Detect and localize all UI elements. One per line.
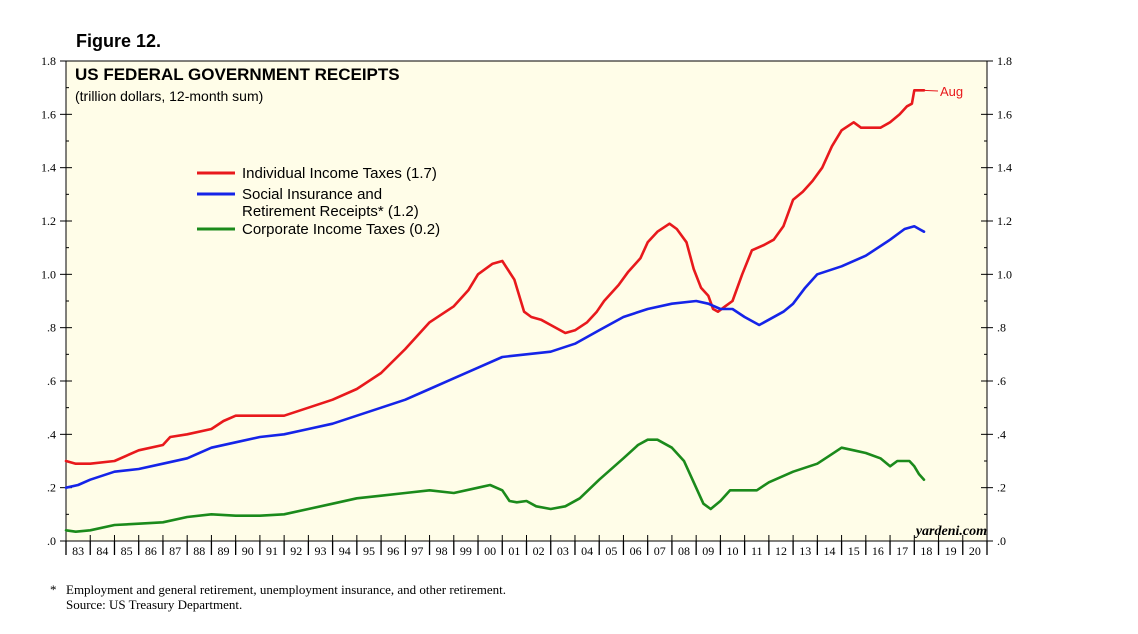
x-tick-label: 02: [533, 544, 545, 558]
y-tick-label-right: 1.4: [997, 161, 1012, 175]
y-tick-label-left: 1.2: [41, 214, 56, 228]
footnote-marker: *: [50, 582, 57, 597]
x-tick-label: 98: [436, 544, 448, 558]
y-tick-label-right: .2: [997, 481, 1006, 495]
x-axis-labels: 83 84 85 86 87 88 89 90 91 92 93 94 95 96 97 98 99 00 01 02…: [72, 544, 981, 558]
x-tick-label: 88: [193, 544, 205, 558]
x-tick-label: 07: [654, 544, 666, 558]
y-tick-label-right: 1.2: [997, 214, 1012, 228]
x-tick-label: 95: [363, 544, 375, 558]
x-tick-label: 05: [605, 544, 617, 558]
x-tick-label: 03: [557, 544, 569, 558]
x-tick-label: 08: [678, 544, 690, 558]
x-tick-label: 92: [290, 544, 302, 558]
x-tick-label: 06: [630, 544, 642, 558]
y-tick-label-left: .0: [47, 534, 56, 548]
x-tick-label: 94: [339, 544, 351, 558]
legend-label: Social Insurance and: [242, 186, 382, 203]
social-insurance-receipts-line: [64, 225, 926, 489]
y-tick-label-right: 1.6: [997, 107, 1012, 121]
legend-label: Corporate Income Taxes (0.2): [242, 221, 440, 238]
x-tick-label: 00: [484, 544, 496, 558]
x-tick-label: 90: [242, 544, 254, 558]
series-lines: [64, 89, 939, 533]
x-tick-label: 85: [121, 544, 133, 558]
x-tick-label: 10: [727, 544, 739, 558]
x-tick-label: 01: [508, 544, 520, 558]
x-tick-label: 18: [920, 544, 932, 558]
legend: Individual Income Taxes (1.7) Social Insu…: [197, 165, 440, 238]
x-tick-label: 86: [145, 544, 157, 558]
y-tick-label-right: .0: [997, 534, 1006, 548]
x-tick-label: 17: [896, 544, 908, 558]
x-tick-label: 15: [848, 544, 860, 558]
x-tick-label: 87: [169, 544, 181, 558]
x-tick-label: 97: [411, 544, 423, 558]
x-tick-label: 84: [96, 544, 108, 558]
y-tick-label-left: 1.4: [41, 161, 56, 175]
y-tick-label-right: .4: [997, 427, 1006, 441]
corporate-income-taxes-line: [64, 438, 926, 533]
y-tick-label-right: .6: [997, 374, 1006, 388]
x-tick-label: 16: [872, 544, 884, 558]
y-tick-label-left: 1.0: [41, 267, 56, 281]
y-axis-labels-left: .0 .2 .4 .6 .8 1.0 1.2 1.4 1.6 1.8: [41, 54, 56, 548]
x-tick-label: 12: [775, 544, 787, 558]
y-tick-label-right: 1.0: [997, 267, 1012, 281]
y-tick-label-left: .4: [47, 427, 56, 441]
chart-subtitle: (trillion dollars, 12-month sum): [75, 88, 263, 104]
end-label-aug: Aug: [940, 84, 963, 99]
x-tick-label: 11: [751, 544, 763, 558]
y-axis-labels-right: .0 .2 .4 .6 .8 1.0 1.2 1.4 1.6 1.8: [997, 54, 1012, 548]
x-tick-label: 13: [799, 544, 811, 558]
chart-title: US FEDERAL GOVERNMENT RECEIPTS: [75, 65, 400, 84]
figure-label: Figure 12.: [76, 31, 162, 51]
footnote-text: Employment and general retirement, unemp…: [66, 582, 507, 597]
y-tick-label-left: .2: [47, 481, 56, 495]
x-tick-label: 04: [581, 544, 593, 558]
y-tick-label-right: 1.8: [997, 54, 1012, 68]
x-tick-label: 96: [387, 544, 399, 558]
y-tick-label-left: 1.6: [41, 107, 56, 121]
x-tick-label: 20: [969, 544, 981, 558]
x-tick-label: 83: [72, 544, 84, 558]
x-tick-label: 93: [314, 544, 326, 558]
x-tick-label: 99: [460, 544, 472, 558]
x-tick-label: 91: [266, 544, 278, 558]
x-tick-label: 89: [218, 544, 230, 558]
source-note: Source: US Treasury Department.: [66, 597, 243, 612]
legend-label: Retirement Receipts* (1.2): [242, 203, 419, 220]
plot-background: [65, 60, 988, 542]
individual-income-taxes-line: [64, 89, 926, 465]
y-tick-label-left: .6: [47, 374, 56, 388]
x-tick-label: 19: [945, 544, 957, 558]
x-tick-label: 14: [823, 544, 835, 558]
y-tick-label-right: .8: [997, 321, 1006, 335]
y-tick-label-left: 1.8: [41, 54, 56, 68]
footnote: * Employment and general retirement, unem…: [50, 582, 506, 612]
x-tick-label: 09: [702, 544, 714, 558]
watermark: yardeni.com: [914, 524, 987, 539]
end-label-leader: [923, 89, 939, 92]
y-tick-label-left: .8: [47, 321, 56, 335]
legend-label: Individual Income Taxes (1.7): [242, 165, 437, 182]
